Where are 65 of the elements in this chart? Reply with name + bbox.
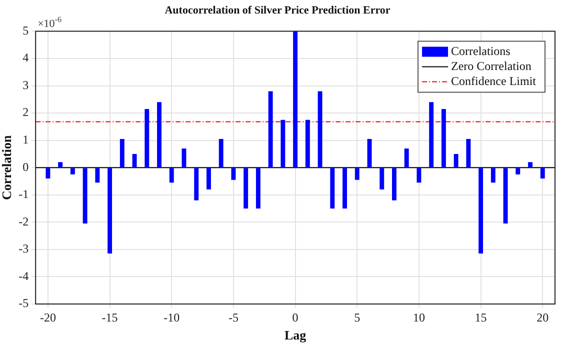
- bar: [120, 138, 124, 168]
- bar: [429, 102, 434, 168]
- bar: [516, 168, 520, 174]
- bar: [342, 168, 347, 209]
- bar: [280, 120, 286, 168]
- bar: [95, 168, 100, 183]
- y-tick-label: 1: [22, 132, 29, 146]
- y-tick-label: 4: [22, 50, 29, 65]
- bar: [380, 168, 384, 190]
- y-tick-label: -5: [18, 296, 29, 310]
- x-tick-label: 0: [292, 310, 298, 324]
- legend-label: Confidence Limit: [451, 74, 537, 88]
- bar: [231, 168, 236, 180]
- bar: [354, 168, 360, 180]
- bar: [244, 168, 248, 209]
- y-tick-label: 3: [22, 78, 29, 92]
- y-tick-label: -1: [18, 187, 29, 202]
- y-tick-label: -3: [18, 242, 29, 256]
- bar: [454, 154, 458, 168]
- bar: [293, 31, 298, 168]
- bar: [268, 91, 273, 168]
- x-tick-label: -5: [228, 310, 238, 324]
- bar: [503, 168, 508, 224]
- bar: [82, 168, 88, 224]
- y-axis-title: Correlation: [0, 134, 14, 200]
- bar: [194, 168, 199, 200]
- y-tick-label: -4: [18, 268, 29, 283]
- chart-title: Autocorrelation of Silver Price Prediction Error: [164, 4, 390, 16]
- bar: [132, 154, 137, 168]
- x-tick-label: -20: [40, 310, 56, 324]
- bar: [330, 168, 335, 209]
- bar: [58, 162, 63, 168]
- x-tick-label: 20: [536, 310, 549, 324]
- bar: [70, 168, 75, 174]
- bar: [416, 168, 422, 183]
- y-tick-label: 0: [22, 160, 29, 174]
- y-tick-label: 5: [22, 23, 29, 38]
- bar: [169, 168, 174, 183]
- bar: [218, 138, 224, 168]
- bar: [206, 168, 211, 190]
- bar: [392, 168, 396, 200]
- x-tick-label: -15: [102, 310, 118, 324]
- x-tick-label: 15: [474, 310, 487, 324]
- bar: [528, 162, 532, 168]
- bar: [404, 148, 409, 168]
- bar: [441, 108, 446, 168]
- bar: [108, 168, 112, 254]
- legend-label: Zero Correlation: [451, 58, 532, 73]
- bar: [466, 138, 471, 168]
- x-axis-title: Lag: [284, 328, 307, 343]
- legend-label: Correlations: [451, 44, 511, 58]
- bar: [318, 91, 322, 168]
- y-tick-label: -2: [18, 214, 29, 228]
- bar: [478, 168, 484, 254]
- bar: [540, 168, 545, 179]
- bar: [490, 168, 496, 183]
- bar: [144, 108, 150, 168]
- bar: [305, 120, 310, 168]
- x-tick-label: 10: [412, 310, 425, 324]
- y-tick-label: 2: [22, 105, 29, 120]
- x-tick-label: 5: [354, 310, 360, 324]
- bar: [157, 102, 162, 168]
- x-tick-label: -10: [164, 310, 180, 324]
- bar: [256, 168, 260, 209]
- bar: [46, 168, 50, 179]
